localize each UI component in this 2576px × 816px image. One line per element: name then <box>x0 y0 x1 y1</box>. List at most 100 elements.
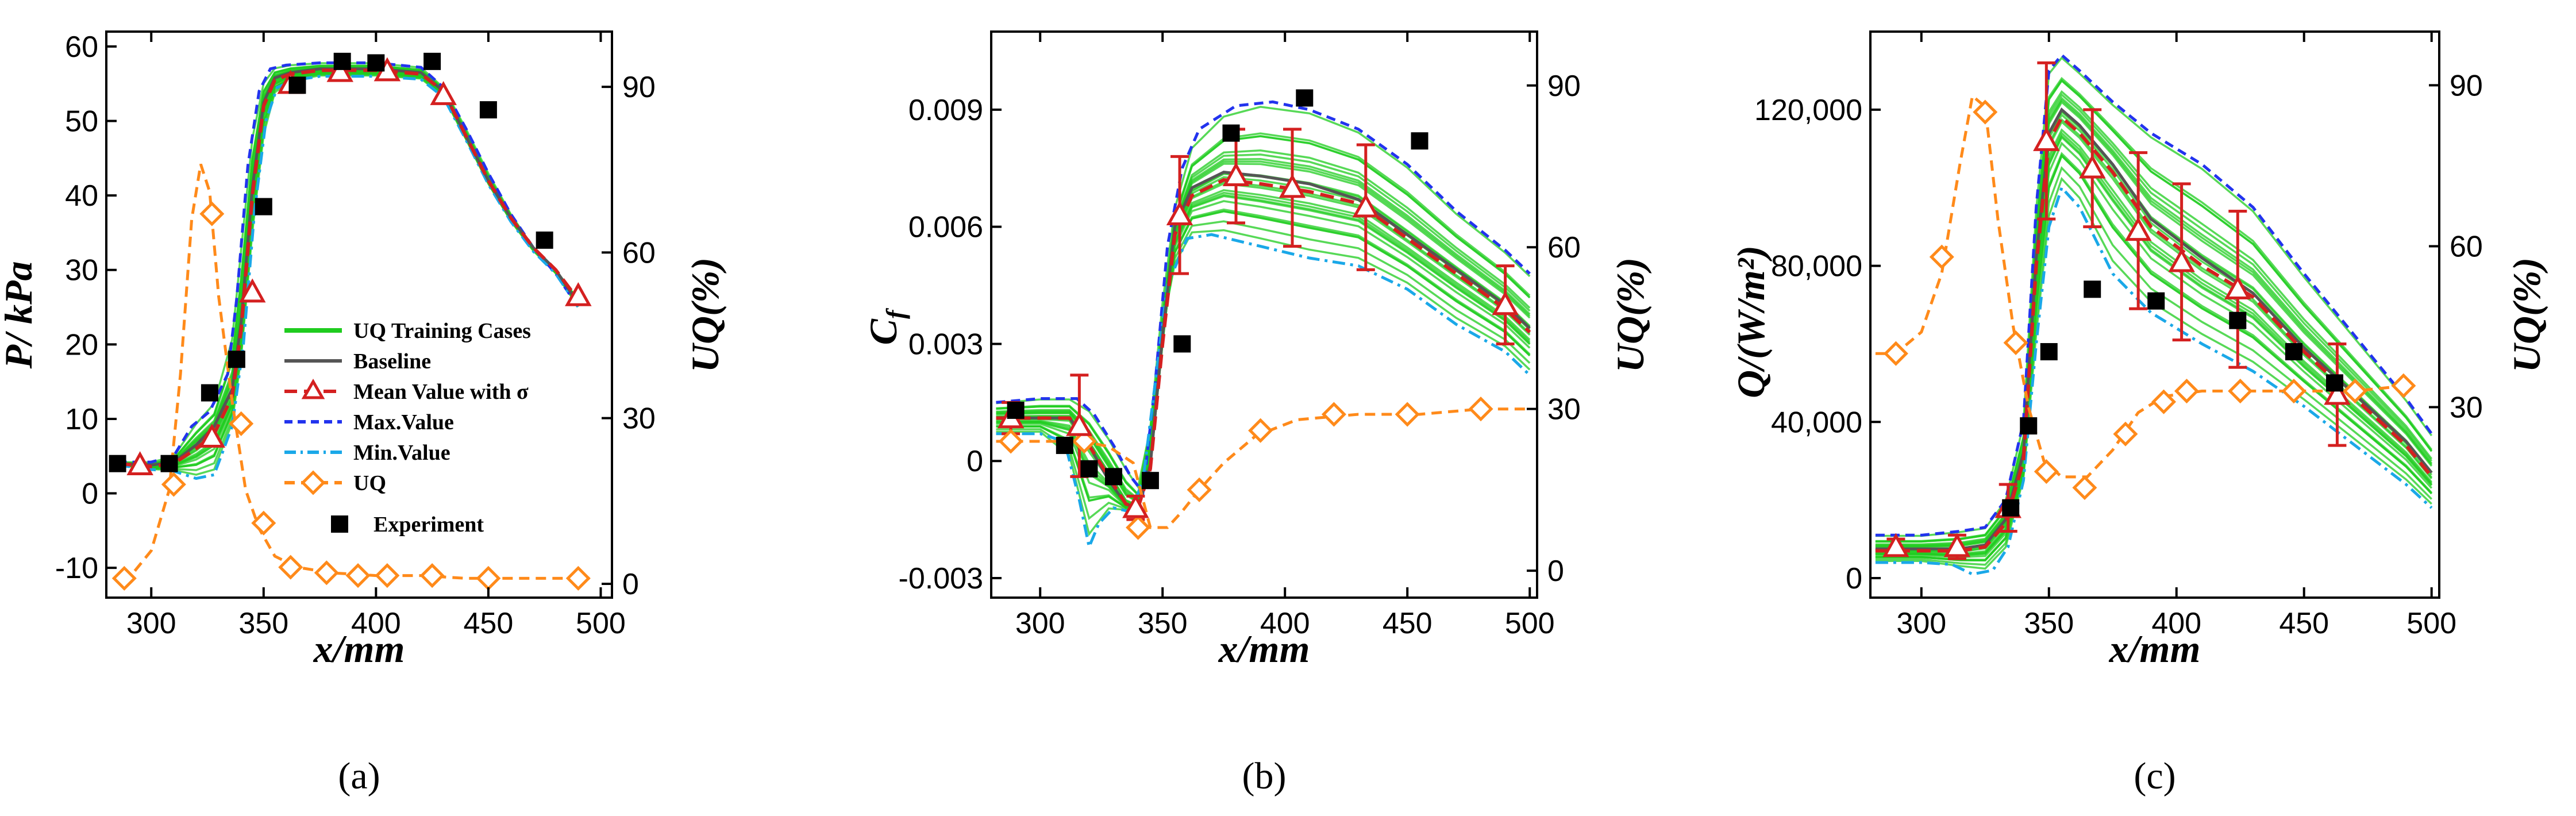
uq-marker-c-7 <box>2151 389 2177 414</box>
mean-marker-c-3 <box>2033 127 2060 151</box>
x-axis-label-a: x/mm <box>313 627 405 671</box>
uq-marker-c-10 <box>2281 379 2307 404</box>
training-case-line-c-9 <box>1875 128 2433 555</box>
experiment-point-c-7 <box>2325 374 2343 392</box>
mean-marker-b-4 <box>1222 162 1250 187</box>
legend-uq-label: UQ <box>353 471 386 495</box>
training-case-line-c-21 <box>1875 90 2433 545</box>
legend-mean-marker <box>301 378 325 399</box>
uq-marker-a-8 <box>375 563 400 588</box>
panel-c-heat-flux-chart: 300 350 400 450 500 0 40,000 80,000 120,000 30 60 9… <box>1729 30 2548 671</box>
plot-frame-a <box>105 30 613 599</box>
training-case-line-c-5 <box>1875 152 2432 561</box>
training-case-line-c-10 <box>1875 120 2433 553</box>
y2-tick-label-c-1: 60 <box>2450 230 2483 263</box>
uq-line-a <box>123 163 590 585</box>
training-case-line-b-14 <box>996 172 1531 507</box>
x-tick-label-c-0: 300 <box>1896 607 1946 640</box>
mean-marker-a-1 <box>198 424 226 448</box>
y-tick-label-c-2: 80,000 <box>1771 250 1862 283</box>
experiment-point-b-2 <box>1080 460 1098 478</box>
legend: UQ Training Cases Baseline Mean Value wi… <box>284 319 531 537</box>
mean-marker-a-7 <box>565 282 592 306</box>
x-tick-label-a-1: 350 <box>238 607 288 640</box>
y2-tick-label-b-0: 0 <box>1547 555 1564 588</box>
training-case-line-a-8 <box>117 71 579 469</box>
training-case-line-a-21 <box>117 66 579 466</box>
experiment-point-a-2 <box>201 384 218 402</box>
mean-marker-a-4 <box>326 57 354 82</box>
panel-b-skin-friction-chart: 300 350 400 450 500 -0.003 0 0.003 0.006 0.009 0 30… <box>861 30 1652 671</box>
y2-tick-label-c-0: 30 <box>2450 391 2483 425</box>
uq-marker-a-2 <box>199 201 225 226</box>
min-value-line-a <box>117 75 580 480</box>
uq-marker-c-9 <box>2228 379 2253 404</box>
uq-marker-b-5 <box>1321 402 1346 427</box>
training-case-line-c-4 <box>1875 154 2432 562</box>
baseline-line-c <box>1875 107 2433 551</box>
legend-uq-marker <box>301 470 326 495</box>
mean-marker-c-7 <box>2224 275 2251 300</box>
training-case-line-b-13 <box>996 172 1531 507</box>
training-case-line-c-12 <box>1875 113 2433 552</box>
uq-marker-a-9 <box>419 563 445 588</box>
mean-value-line-a <box>117 68 580 468</box>
training-case-line-c-8 <box>1875 135 2433 557</box>
mean-marker-a-6 <box>430 81 457 105</box>
y-tick-label-c-1: 40,000 <box>1771 406 1862 439</box>
y-axis-label-b-main: C <box>861 318 905 345</box>
training-case-line-c-1 <box>1875 176 2432 570</box>
experiment-point-c-5 <box>2229 311 2247 329</box>
y2-axis-label-a: UQ(%) <box>683 257 727 372</box>
marker-layer-a <box>109 52 592 591</box>
training-case-line-a-16 <box>117 66 579 466</box>
uq-marker-c-2 <box>1973 99 1998 125</box>
uq-line-b <box>996 407 1530 529</box>
experiment-point-a-7 <box>367 54 385 72</box>
experiment-point-a-0 <box>109 455 126 472</box>
y-axis-label-b: Cf <box>861 307 910 345</box>
x-tick-label-a-3: 450 <box>464 607 514 640</box>
mean-marker-b-7 <box>1492 291 1519 315</box>
y2-axis-label-c: UQ(%) <box>2505 257 2548 372</box>
x-tick-label-a-0: 300 <box>126 607 176 640</box>
y2-axis-label-b: UQ(%) <box>1608 257 1652 372</box>
training-case-line-a-11 <box>117 69 579 468</box>
experiment-point-b-7 <box>1296 89 1314 107</box>
uq-marker-c-0 <box>1883 341 1908 366</box>
training-cases-a <box>117 62 579 476</box>
experiment-point-b-6 <box>1222 124 1240 142</box>
baseline-line-a <box>117 67 580 467</box>
mean-marker-c-5 <box>2124 217 2152 241</box>
training-case-line-a-13 <box>117 68 579 467</box>
caption-c: (c) <box>2134 755 2175 797</box>
experiment-point-a-1 <box>160 455 178 472</box>
caption-a: (a) <box>338 755 380 797</box>
x-tick-label-b-0: 300 <box>1015 607 1065 640</box>
uq-marker-a-10 <box>476 565 501 591</box>
experiment-point-b-4 <box>1141 472 1159 490</box>
ticks-b: 300 350 400 450 500 -0.003 0 0.003 0.006 0.009 0 30… <box>899 32 1581 640</box>
marker-layer-c <box>1882 61 2416 560</box>
y-tick-label-a-2: 10 <box>65 403 98 436</box>
uq-marker-c-8 <box>2174 379 2200 404</box>
max-value-line-b <box>996 100 1531 496</box>
experiment-point-b-8 <box>1411 132 1428 150</box>
y2-tick-label-a-3: 90 <box>622 71 656 104</box>
training-case-line-a-18 <box>117 67 579 467</box>
y-tick-label-b-0: -0.003 <box>899 562 983 595</box>
y2-tick-label-b-2: 60 <box>1547 231 1581 264</box>
series-layer-c <box>1875 53 2433 576</box>
experiment-point-a-9 <box>479 101 497 119</box>
experiment-point-a-4 <box>255 198 272 215</box>
y-tick-label-a-7: 60 <box>65 30 98 64</box>
min-value-line-c <box>1875 184 2433 576</box>
uq-marker-c-1 <box>1929 244 1954 270</box>
training-case-line-a-12 <box>117 69 579 468</box>
plot-frame-c <box>1869 30 2440 599</box>
experiment-point-a-3 <box>228 351 245 368</box>
mean-marker-a-2 <box>238 278 266 303</box>
y-tick-label-c-3: 120,000 <box>1754 94 1862 127</box>
y2-tick-label-a-0: 0 <box>622 568 639 601</box>
svg-text:Cf: Cf <box>861 307 910 345</box>
